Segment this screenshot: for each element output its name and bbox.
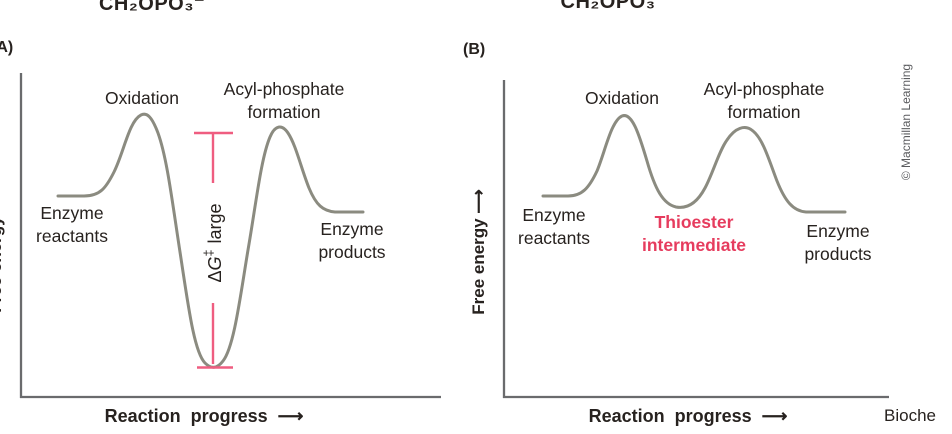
panel-a-tag: (A) <box>0 39 14 56</box>
panel-b-thioester-intermediate-label: Thioester intermediate <box>642 211 746 257</box>
panel-a-products-line2: products <box>318 242 386 262</box>
panel-b-tag: (B) <box>463 41 486 58</box>
panel-a-oxidation-label: Oxidation <box>105 88 179 108</box>
bottom-right-credit-clipped: Bioche <box>884 406 936 425</box>
dg-delta: Δ <box>205 270 225 283</box>
panel-b-acyl-phosphate-label: Acyl-phosphate formation <box>704 78 825 124</box>
panel-b-products-line2: products <box>804 244 872 264</box>
panel-a-acyl-line2: formation <box>247 102 321 122</box>
panel-a-dg-large-annotation: ΔG‡ large <box>198 168 225 318</box>
panel-b-thioester-line2: intermediate <box>641 235 747 255</box>
panel-b-products-label: Enzyme products <box>804 220 871 266</box>
dg-double-dagger: ‡ <box>202 249 216 257</box>
formula-right-clipped: CH₂OPO₃ <box>560 0 656 13</box>
panel-a-reactants-line1: Enzyme <box>40 203 104 223</box>
panel-b-products-line1: Enzyme <box>806 221 870 241</box>
panel-b-thioester-line1: Thioester <box>654 212 734 232</box>
panel-b-reactants-line2: reactants <box>518 228 590 248</box>
macmillan-learning-credit: © Macmillan Learning <box>899 63 913 181</box>
panel-a-acyl-phosphate-label: Acyl-phosphate formation <box>224 78 345 124</box>
panel-b-acyl-line2: formation <box>727 102 801 122</box>
panel-a-products-line1: Enzyme <box>320 219 384 239</box>
panel-b-x-axis-label: Reaction progress ⟶ <box>588 406 788 426</box>
dg-word-large: large <box>205 203 225 244</box>
panel-b-acyl-line1: Acyl-phosphate <box>703 79 825 99</box>
panel-a-acyl-line1: Acyl-phosphate <box>223 79 345 99</box>
panel-b-y-axis-label: Free energy ⟶ <box>469 189 488 315</box>
panel-a-x-axis-label: Reaction progress ⟶ <box>104 406 304 426</box>
panel-a-y-axis-label: Free energy ⟶ <box>0 187 5 313</box>
panel-a-reactants-line2: reactants <box>36 226 108 246</box>
panel-b-oxidation-label: Oxidation <box>585 88 659 108</box>
panel-b-reactants-label: Enzyme reactants <box>518 204 590 250</box>
panel-a-reactants-label: Enzyme reactants <box>36 202 108 248</box>
panel-b-reactants-line1: Enzyme <box>522 205 586 225</box>
dg-g: G <box>205 256 225 271</box>
panel-b-energy-curve <box>541 114 847 214</box>
panel-a-products-label: Enzyme products <box>318 218 385 264</box>
formula-left-clipped: CH₂OPO₃⁻ <box>98 0 206 15</box>
